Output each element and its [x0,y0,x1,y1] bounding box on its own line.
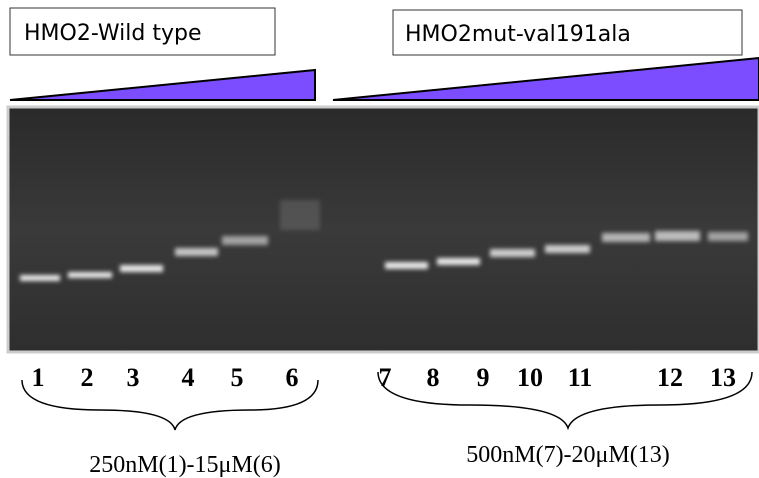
lane-number: 7 [379,363,392,392]
lane-number: 10 [517,363,543,392]
brace [21,379,319,431]
lane-number: 6 [286,363,299,392]
label-box [9,7,276,56]
wild-type-label: HMO2-Wild type [24,21,201,46]
left-caption: 250nM(1)-15μM(6) [89,452,281,478]
gel [6,105,759,354]
lane-number: 3 [127,363,140,392]
bands [20,200,748,281]
band [385,262,428,269]
lane-number: 13 [710,363,736,392]
band [437,258,480,265]
lane-number: 8 [427,363,440,392]
lane-number: 12 [657,363,683,392]
lane-number: 1 [32,363,45,392]
lane-number: 9 [477,363,490,392]
lane-number: 11 [568,363,593,392]
band [545,245,590,253]
brace [377,371,753,431]
lane-number: 2 [81,363,94,392]
band [175,248,218,256]
lane-number: 5 [231,363,244,392]
band [120,265,163,272]
lane-number: 4 [182,363,195,392]
band [222,236,268,245]
gradient-wedge [9,68,316,101]
label-box [392,9,743,56]
band [490,249,535,257]
band [655,231,700,241]
band [280,200,320,230]
band [20,275,60,281]
right-caption: 500nM(7)-20μM(13) [466,442,670,468]
gradient-wedge [332,56,759,101]
mutant-label: HMO2mut-val191ala [405,22,631,47]
band [708,232,748,241]
band [602,233,650,242]
band [68,272,112,278]
